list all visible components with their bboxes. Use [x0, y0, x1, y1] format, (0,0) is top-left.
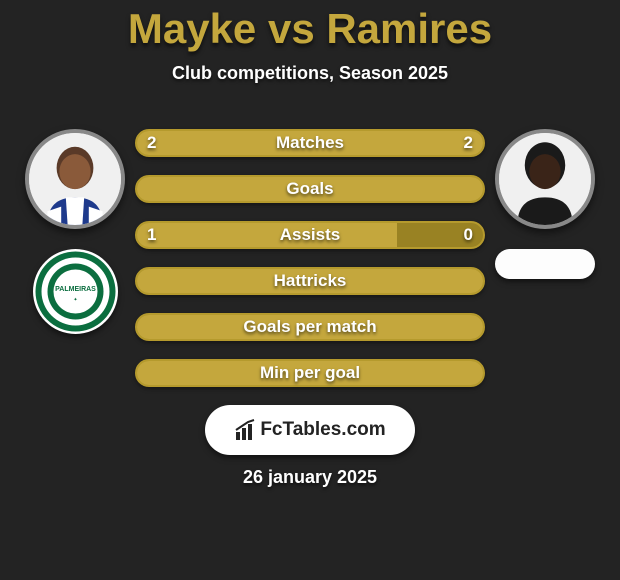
svg-text:PALMEIRAS: PALMEIRAS — [55, 286, 96, 293]
player-right-avatar — [495, 129, 595, 229]
svg-text:✦: ✦ — [73, 297, 77, 303]
date-text: 26 january 2025 — [243, 467, 377, 488]
stat-label: Matches — [137, 133, 483, 153]
footer-logo: FcTables.com — [205, 405, 415, 455]
stat-label: Goals — [137, 179, 483, 199]
player-left-club-logo: PALMEIRAS ✦ — [33, 249, 118, 334]
stat-label: Assists — [137, 225, 483, 245]
stat-row: Goals per match — [135, 313, 485, 341]
right-side — [485, 129, 605, 279]
stat-value-right: 0 — [464, 225, 473, 245]
page-title: Mayke vs Ramires — [128, 5, 492, 53]
left-side: PALMEIRAS ✦ — [15, 129, 135, 334]
stat-value-left: 1 — [147, 225, 156, 245]
stat-row: Min per goal — [135, 359, 485, 387]
comparison-content: PALMEIRAS ✦ Matches2 2 Goals Assists1 0 Hattr… — [0, 129, 620, 387]
stat-value-left: 2 — [147, 133, 156, 153]
subtitle: Club competitions, Season 2025 — [172, 63, 448, 84]
stat-label: Goals per match — [137, 317, 483, 337]
footer-text: FcTables.com — [260, 419, 385, 441]
stat-row: Matches2 2 — [135, 129, 485, 157]
stat-row: Assists1 0 — [135, 221, 485, 249]
stat-row: Goals — [135, 175, 485, 203]
stat-label: Hattricks — [137, 271, 483, 291]
stats-bars: Matches2 2 Goals Assists1 0 Hattricks Goals pe… — [135, 129, 485, 387]
player-left-avatar — [25, 129, 125, 229]
stat-value-right: 2 — [464, 133, 473, 153]
player-right-club-logo — [495, 249, 595, 279]
stat-row: Hattricks — [135, 267, 485, 295]
stat-label: Min per goal — [137, 363, 483, 383]
chart-icon — [234, 418, 258, 442]
